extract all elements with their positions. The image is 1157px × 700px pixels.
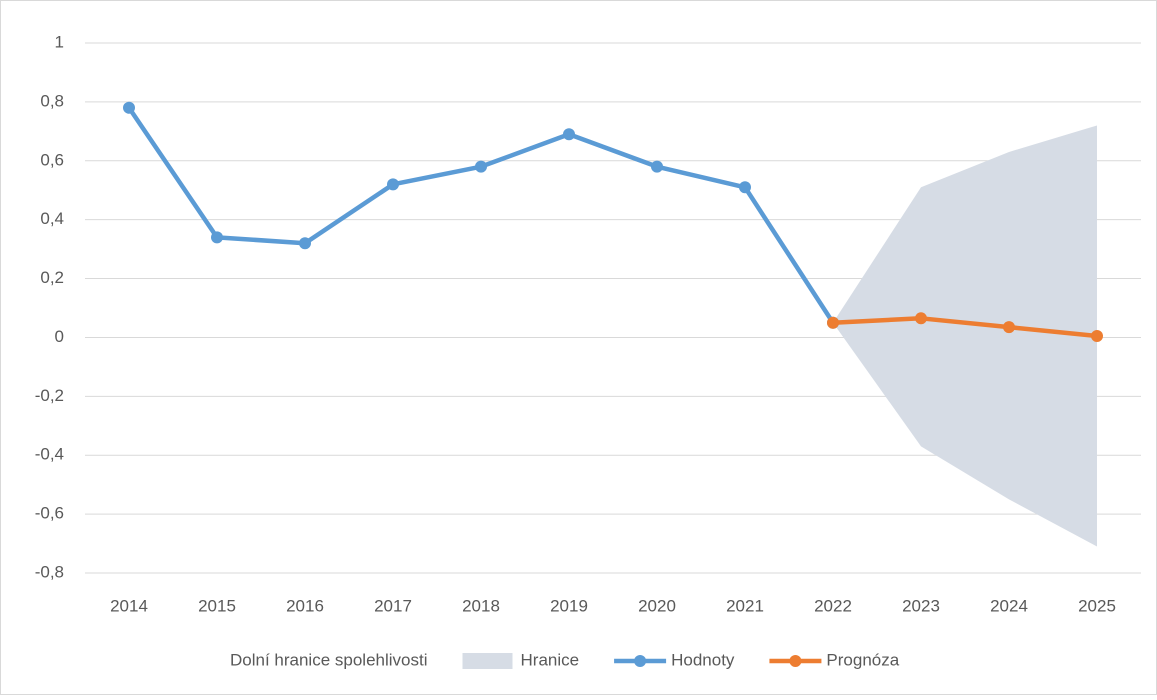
point xyxy=(387,178,399,191)
point xyxy=(827,316,839,329)
x-tick-label: 2025 xyxy=(1078,596,1116,615)
point xyxy=(1003,321,1015,334)
legend-label: Hranice xyxy=(521,650,580,669)
point xyxy=(211,231,223,244)
x-tick-label: 2021 xyxy=(726,596,764,615)
legend-label: Prognóza xyxy=(826,650,899,669)
point xyxy=(563,128,575,141)
x-tick-label: 2023 xyxy=(902,596,940,615)
point xyxy=(915,312,927,325)
y-tick-label: -0,8 xyxy=(35,562,64,581)
point xyxy=(299,237,311,250)
x-tick-label: 2022 xyxy=(814,596,852,615)
x-tick-label: 2019 xyxy=(550,596,588,615)
line xyxy=(832,316,1098,339)
point xyxy=(123,101,135,114)
x-tick-label: 2017 xyxy=(374,596,412,615)
area xyxy=(833,125,1097,547)
point xyxy=(651,160,663,173)
y-tick-label: 0,2 xyxy=(40,268,64,287)
x-tick-label: 2014 xyxy=(110,596,148,615)
y-tick-label: 0,8 xyxy=(40,91,64,110)
point xyxy=(475,160,487,173)
legend-marker xyxy=(789,655,802,667)
point xyxy=(739,181,751,194)
point xyxy=(1091,329,1103,342)
y-tick-label: -0,4 xyxy=(35,445,64,464)
x-tick-label: 2015 xyxy=(198,596,236,615)
x-tick-label: 2020 xyxy=(638,596,676,615)
y-tick-label: 0,4 xyxy=(40,209,64,228)
y-tick-label: -0,2 xyxy=(35,386,64,405)
legend-swatch xyxy=(462,653,513,669)
y-tick-label: -0,6 xyxy=(35,504,64,523)
y-tick-label: 0,6 xyxy=(40,150,64,169)
y-tick-label: 1 xyxy=(55,32,64,51)
legend-label: Dolní hranice spolehlivosti xyxy=(230,650,428,669)
legend-label: Hodnoty xyxy=(671,650,735,669)
y-tick-label: 0 xyxy=(55,327,64,346)
x-tick-label: 2016 xyxy=(286,596,324,615)
legend-marker xyxy=(634,655,647,667)
x-tick-label: 2024 xyxy=(990,596,1028,615)
x-tick-label: 2018 xyxy=(462,596,500,615)
